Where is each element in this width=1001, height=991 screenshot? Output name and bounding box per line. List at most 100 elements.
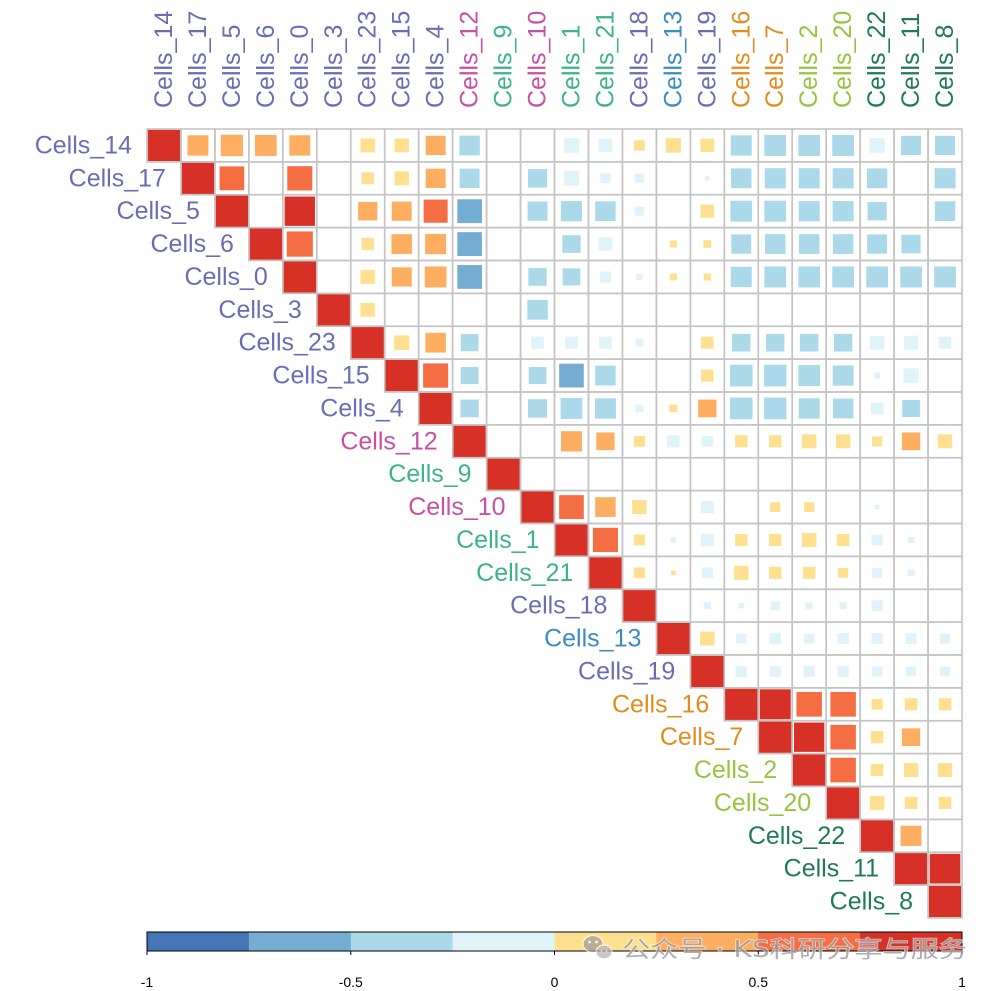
corr-square bbox=[934, 266, 956, 288]
corr-square bbox=[453, 425, 486, 457]
corr-square bbox=[836, 533, 850, 546]
corr-square bbox=[769, 666, 781, 677]
corr-square bbox=[867, 234, 888, 254]
corr-square bbox=[555, 524, 588, 556]
corr-square bbox=[596, 432, 615, 451]
colorbar: -1 -0.5 0 0.5 1 bbox=[141, 931, 966, 990]
corr-square bbox=[768, 533, 782, 546]
corr-square bbox=[563, 138, 580, 153]
row-label: Cells_1 bbox=[456, 526, 539, 554]
corr-square bbox=[670, 537, 677, 543]
corr-square bbox=[633, 534, 646, 546]
corr-square bbox=[521, 491, 554, 523]
corr-square bbox=[766, 333, 785, 352]
corr-square bbox=[358, 201, 378, 221]
corr-square bbox=[730, 364, 753, 387]
corr-square bbox=[700, 138, 715, 153]
corr-square bbox=[735, 666, 747, 677]
corr-square bbox=[764, 397, 787, 420]
corr-square bbox=[701, 369, 714, 382]
corr-square bbox=[595, 201, 616, 222]
corr-square bbox=[283, 261, 316, 293]
grid-cell bbox=[927, 884, 963, 919]
column-label: Cells_16 bbox=[727, 11, 755, 108]
colorbar-segment bbox=[860, 932, 962, 951]
row-label: Cells_11 bbox=[784, 855, 879, 883]
row-label: Cells_18 bbox=[510, 592, 607, 620]
grid-lines bbox=[146, 128, 963, 919]
corr-square bbox=[832, 201, 854, 222]
corr-square bbox=[527, 201, 548, 221]
corr-square bbox=[633, 567, 646, 579]
corr-square bbox=[559, 495, 584, 519]
corr-square bbox=[904, 698, 918, 711]
corr-square bbox=[391, 234, 412, 254]
row-label: Cells_19 bbox=[578, 657, 675, 685]
corr-square bbox=[391, 267, 412, 287]
corr-square bbox=[634, 140, 645, 151]
corr-square bbox=[870, 764, 884, 777]
wechat-icon bbox=[582, 934, 613, 960]
colorbar-tick-label: 0 bbox=[551, 974, 559, 990]
corr-square bbox=[657, 622, 690, 655]
corr-square bbox=[871, 633, 883, 644]
corr-square bbox=[764, 134, 787, 156]
corr-square bbox=[187, 135, 209, 156]
column-label: Cells_9 bbox=[490, 25, 518, 108]
corr-square bbox=[901, 432, 921, 451]
column-label: Cells_7 bbox=[761, 25, 789, 108]
corr-square bbox=[289, 135, 311, 156]
correlation-squares bbox=[147, 129, 962, 918]
column-label: Cells_15 bbox=[388, 11, 416, 108]
corr-square bbox=[759, 689, 791, 720]
corr-square bbox=[867, 201, 887, 221]
corr-square bbox=[801, 434, 817, 449]
corr-square bbox=[929, 853, 961, 884]
colorbar-tick-label: -0.5 bbox=[339, 974, 363, 990]
row-label: Cells_9 bbox=[388, 460, 471, 488]
corr-square bbox=[801, 532, 817, 547]
corr-square bbox=[600, 173, 611, 184]
corr-square bbox=[457, 199, 482, 224]
row-label: Cells_15 bbox=[272, 362, 369, 390]
corr-square bbox=[928, 885, 962, 918]
column-label: Cells_2 bbox=[795, 25, 823, 108]
row-label: Cells_22 bbox=[748, 822, 845, 850]
corr-square bbox=[255, 134, 277, 156]
corr-square bbox=[869, 335, 885, 350]
row-label: Cells_0 bbox=[184, 263, 267, 291]
corr-square bbox=[835, 434, 851, 449]
corr-square bbox=[531, 336, 544, 349]
corr-square bbox=[768, 435, 782, 448]
corr-square bbox=[803, 666, 815, 677]
corr-square bbox=[394, 138, 409, 153]
corr-square bbox=[559, 363, 584, 388]
corr-square bbox=[798, 365, 821, 387]
corr-square bbox=[903, 335, 919, 350]
corr-square bbox=[598, 237, 613, 251]
corr-square bbox=[832, 134, 854, 156]
column-label: Cells_3 bbox=[320, 25, 348, 108]
corr-square bbox=[560, 431, 582, 452]
corr-square bbox=[873, 372, 881, 379]
column-label: Cells_23 bbox=[354, 11, 382, 108]
corr-square bbox=[287, 166, 313, 191]
colorbar-tick-label: 0.5 bbox=[749, 974, 769, 990]
row-label: Cells_13 bbox=[544, 625, 641, 653]
corr-square bbox=[939, 633, 951, 644]
corr-square bbox=[589, 557, 622, 589]
corr-square bbox=[903, 368, 919, 383]
corr-square bbox=[361, 172, 374, 185]
corr-square bbox=[700, 204, 715, 218]
row-label: Cells_20 bbox=[714, 789, 811, 817]
corr-square bbox=[871, 698, 883, 710]
corr-square bbox=[419, 392, 452, 425]
corr-square bbox=[798, 398, 820, 419]
corr-square bbox=[701, 336, 714, 349]
corr-square bbox=[796, 691, 822, 717]
column-label: Cells_19 bbox=[693, 11, 721, 108]
corr-square bbox=[768, 566, 782, 579]
corr-square bbox=[833, 333, 853, 352]
corr-square bbox=[286, 231, 313, 257]
